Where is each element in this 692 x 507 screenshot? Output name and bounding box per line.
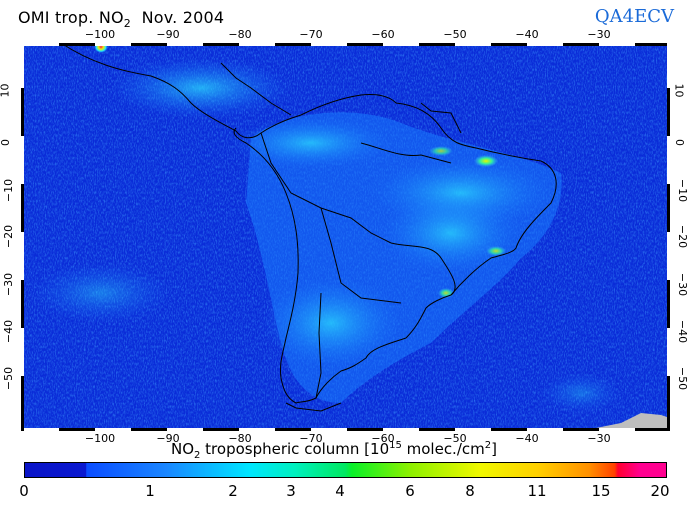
no2-map xyxy=(21,43,670,431)
lon-tick-top: −30 xyxy=(587,28,611,41)
title: OMI trop. NO2 Nov. 2004 xyxy=(18,8,224,30)
colorbar-label-sup: 15 xyxy=(389,440,402,451)
lat-tick-right: −40 xyxy=(676,319,690,344)
colorbar-tick: 15 xyxy=(591,482,611,500)
lat-tick-left: −50 xyxy=(2,366,16,391)
lat-tick-left: −40 xyxy=(2,319,16,344)
colorbar-tick: 4 xyxy=(335,482,345,500)
lat-tick-left: −30 xyxy=(2,272,16,297)
lon-tick-bottom: −30 xyxy=(587,432,611,445)
lon-tick-top: −40 xyxy=(515,28,539,41)
lat-tick-right: −50 xyxy=(676,366,690,391)
title-date: Nov. 2004 xyxy=(141,8,225,27)
colorbar-label-sup2: 2 xyxy=(484,440,492,451)
colorbar-tick: 3 xyxy=(286,482,296,500)
colorbar-label-text: NO xyxy=(171,440,195,458)
lon-tick-bottom: −70 xyxy=(299,432,323,445)
lon-tick-bottom: −50 xyxy=(443,432,467,445)
lon-tick-top: −60 xyxy=(371,28,395,41)
lat-tick-left: 10 xyxy=(0,83,12,98)
brand-logo: QA4ECV xyxy=(594,6,674,27)
colorbar-tick: 0 xyxy=(19,482,29,500)
lon-tick-bottom: −90 xyxy=(156,432,180,445)
colorbar-tick: 8 xyxy=(465,482,475,500)
title-text: OMI trop. NO xyxy=(18,8,124,27)
lon-tick-bottom: −40 xyxy=(515,432,539,445)
lat-tick-right: 10 xyxy=(672,83,686,98)
colorbar-label-unit: molec./cm xyxy=(401,440,485,458)
colorbar-label-sub: 2 xyxy=(194,450,201,461)
colorbar-label-end: ] xyxy=(491,440,497,458)
lat-tick-right: −30 xyxy=(676,272,690,297)
colorbar-label: NO2 tropospheric column [1015 molec./cm2… xyxy=(171,440,497,461)
colorbar-tick: 20 xyxy=(650,482,670,500)
colorbar-tick: 11 xyxy=(527,482,547,500)
lat-tick-right: 0 xyxy=(673,139,686,146)
lon-tick-top: −90 xyxy=(156,28,180,41)
lat-tick-right: −10 xyxy=(676,178,690,203)
lat-tick-left: −20 xyxy=(2,224,16,249)
lon-tick-top: −70 xyxy=(299,28,323,41)
lat-tick-right: −20 xyxy=(676,224,690,249)
colorbar-label-mid: tropospheric column [10 xyxy=(200,440,390,458)
colorbar xyxy=(24,462,667,478)
lon-tick-top: −50 xyxy=(443,28,467,41)
lat-tick-left: 0 xyxy=(0,139,12,146)
colorbar-tick: 1 xyxy=(145,482,155,500)
colorbar-tick: 6 xyxy=(405,482,415,500)
lat-tick-left: −10 xyxy=(2,178,16,203)
lon-tick-bottom: −80 xyxy=(228,432,252,445)
lon-tick-bottom: −100 xyxy=(84,432,116,445)
colorbar-tick: 2 xyxy=(228,482,238,500)
title-subscript: 2 xyxy=(123,17,131,31)
lon-tick-top: −80 xyxy=(228,28,252,41)
lon-tick-top: −100 xyxy=(84,28,116,41)
lon-tick-bottom: −60 xyxy=(371,432,395,445)
